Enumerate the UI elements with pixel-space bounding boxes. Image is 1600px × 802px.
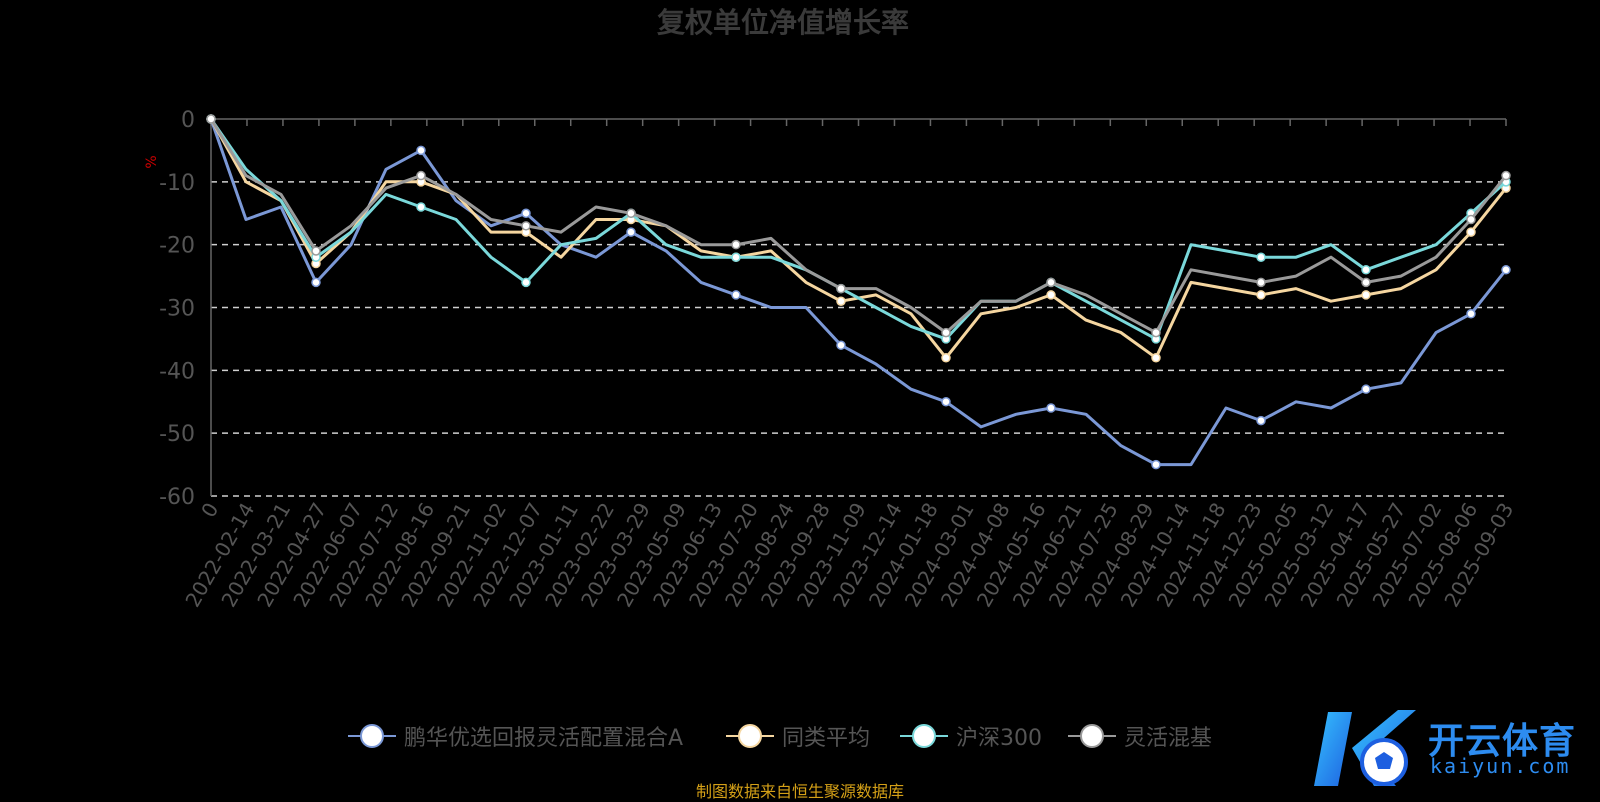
data-point bbox=[1361, 290, 1371, 300]
legend-swatch-icon bbox=[900, 724, 948, 748]
series-3 bbox=[206, 114, 1511, 338]
series-lines bbox=[206, 114, 1511, 470]
data-point bbox=[626, 208, 636, 218]
data-point bbox=[311, 277, 321, 288]
legend-label: 同类平均 bbox=[782, 726, 871, 751]
data-point bbox=[941, 353, 951, 363]
data-point bbox=[521, 277, 531, 288]
data-point bbox=[1466, 227, 1476, 237]
data-point bbox=[206, 114, 216, 124]
data-point bbox=[1256, 277, 1266, 288]
data-point bbox=[1151, 459, 1161, 470]
data-point bbox=[1466, 214, 1476, 225]
legend-label: 灵活混基 bbox=[1124, 726, 1213, 751]
series-line bbox=[209, 118, 1508, 467]
y-tick-label: -30 bbox=[159, 297, 195, 322]
data-point bbox=[1046, 277, 1056, 288]
y-tick-label: -40 bbox=[159, 359, 195, 384]
series-line bbox=[209, 118, 1508, 335]
y-tick-label: -60 bbox=[159, 485, 195, 510]
logo-en-text: kaiyun.com bbox=[1430, 754, 1571, 778]
data-point bbox=[1151, 327, 1161, 338]
legend-swatch-icon bbox=[1068, 724, 1116, 748]
legend: 鹏华优选回报灵活配置混合A 同类平均 沪深300 灵活混基 bbox=[0, 716, 1600, 756]
data-point bbox=[416, 170, 426, 181]
legend-item[interactable]: 沪深300 bbox=[900, 716, 1042, 756]
data-point bbox=[1256, 290, 1266, 300]
legend-item[interactable]: 灵活混基 bbox=[1068, 716, 1212, 756]
data-point bbox=[1151, 353, 1161, 363]
y-tick-label: -50 bbox=[159, 422, 195, 447]
line-chart: 复权单位净值增长率 % 0-10-20-30-40-50-6002022-02-… bbox=[144, 6, 1518, 611]
data-point bbox=[626, 227, 636, 237]
data-point bbox=[1046, 403, 1056, 413]
data-point bbox=[416, 145, 426, 156]
data-point bbox=[1361, 265, 1371, 275]
y-tick-label: 0 bbox=[181, 108, 195, 133]
data-point bbox=[1466, 309, 1476, 319]
data-point bbox=[731, 239, 741, 250]
legend-label: 沪深300 bbox=[956, 726, 1042, 751]
axes: 0-10-20-30-40-50-6002022-02-142022-03-21… bbox=[159, 108, 1518, 611]
legend-label: 鹏华优选回报灵活配置混合A bbox=[404, 726, 684, 751]
series-line bbox=[209, 118, 1508, 360]
data-point bbox=[521, 208, 531, 218]
data-point bbox=[416, 202, 426, 212]
data-point bbox=[1361, 384, 1371, 394]
series-2 bbox=[206, 114, 1511, 344]
data-point bbox=[1501, 170, 1511, 181]
data-point bbox=[311, 246, 321, 256]
data-point bbox=[731, 252, 741, 262]
series-1 bbox=[206, 114, 1511, 363]
legend-swatch-icon bbox=[348, 724, 396, 748]
y-tick-label: -10 bbox=[159, 171, 195, 196]
series-0 bbox=[206, 114, 1511, 470]
data-point bbox=[1256, 415, 1266, 426]
gridlines bbox=[211, 181, 1506, 497]
source-note: 制图数据来自恒生聚源数据库 bbox=[695, 782, 904, 801]
legend-item[interactable]: 同类平均 bbox=[726, 716, 870, 756]
legend-item[interactable]: 鹏华优选回报灵活配置混合A bbox=[348, 716, 683, 756]
kaiyun-logo: 开云体育 kaiyun.com bbox=[1312, 700, 1600, 800]
series-line bbox=[209, 118, 1508, 341]
data-point bbox=[941, 327, 951, 338]
data-point bbox=[836, 296, 846, 306]
data-point bbox=[1361, 277, 1371, 288]
y-tick-label: -20 bbox=[159, 234, 195, 259]
data-point bbox=[731, 290, 741, 300]
chart-title: 复权单位净值增长率 bbox=[657, 6, 909, 39]
data-point bbox=[836, 283, 846, 294]
logo-cn-text: 开云体育 bbox=[1428, 721, 1577, 762]
kaiyun-k-logo-icon bbox=[1314, 710, 1416, 786]
data-point bbox=[521, 221, 531, 231]
data-point bbox=[1046, 290, 1056, 300]
data-point bbox=[1501, 265, 1511, 275]
legend-swatch-icon bbox=[726, 724, 774, 748]
data-point bbox=[941, 397, 951, 407]
y-axis-unit-label: % bbox=[144, 155, 160, 168]
x-tick-label: 0 bbox=[196, 499, 223, 522]
data-point bbox=[836, 340, 846, 350]
data-point bbox=[1256, 252, 1266, 262]
